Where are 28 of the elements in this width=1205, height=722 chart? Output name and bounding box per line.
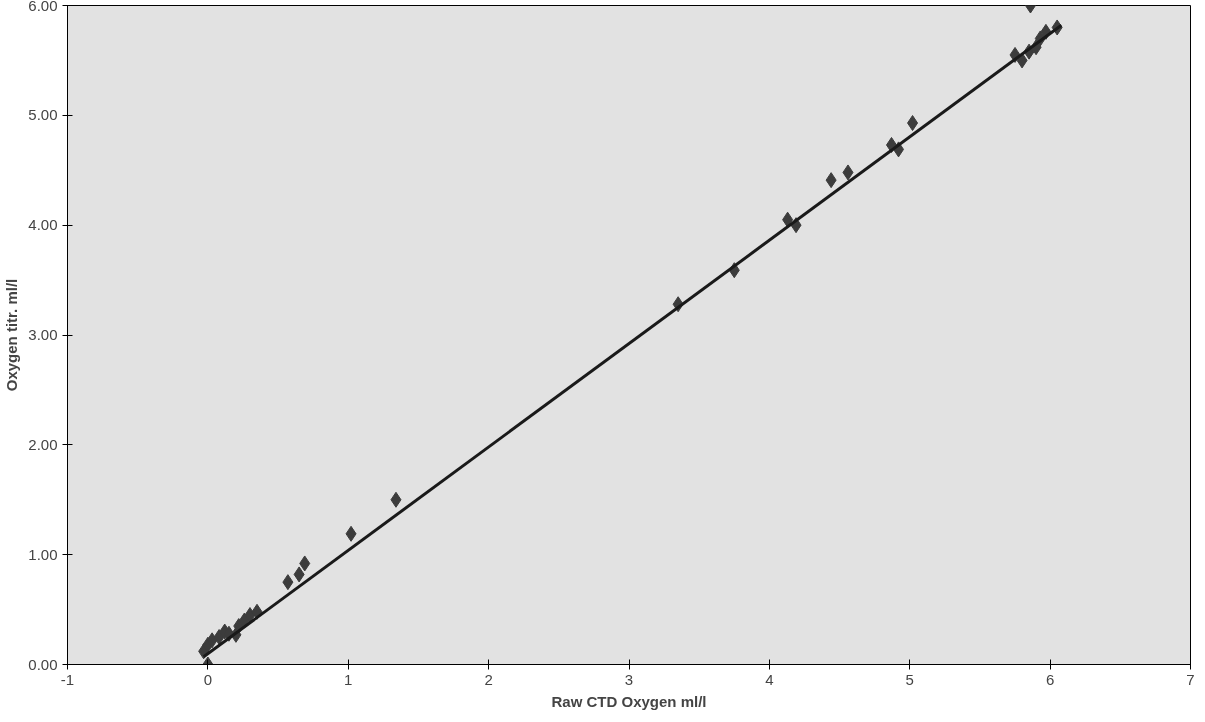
x-tick-label: -1	[60, 670, 75, 688]
x-tick-label: 5	[905, 670, 914, 688]
y-tick-label: 5.00	[28, 106, 58, 124]
x-tick-label: 6	[1045, 670, 1055, 688]
x-tick-label: 1	[344, 670, 353, 688]
y-tick-label: 2.00	[28, 435, 58, 453]
point	[782, 211, 794, 228]
x-tick-label: 2	[484, 670, 493, 688]
y-tick-label: 1.00	[28, 545, 58, 563]
point	[825, 172, 837, 189]
point	[842, 164, 854, 181]
y-axis-title: Oxygen titr. ml/l	[3, 278, 21, 392]
point	[390, 491, 402, 508]
x-axis-title: Raw CTD Oxygen ml/l	[551, 692, 707, 710]
point	[299, 555, 311, 572]
point	[907, 115, 919, 132]
y-tick-label: 3.00	[28, 326, 58, 343]
y-tick-label: 6.00	[28, 0, 58, 14]
x-tick-label: 7	[1186, 670, 1195, 688]
x-tick-label: 3	[624, 670, 634, 688]
x-tick-label: 4	[765, 670, 774, 688]
point	[206, 632, 218, 649]
point	[345, 525, 357, 542]
point	[293, 566, 305, 583]
y-tick-label: 0.00	[28, 655, 58, 673]
x-tick-label: 0	[203, 670, 213, 688]
point	[282, 574, 294, 591]
y-tick-label: 4.00	[28, 216, 58, 234]
